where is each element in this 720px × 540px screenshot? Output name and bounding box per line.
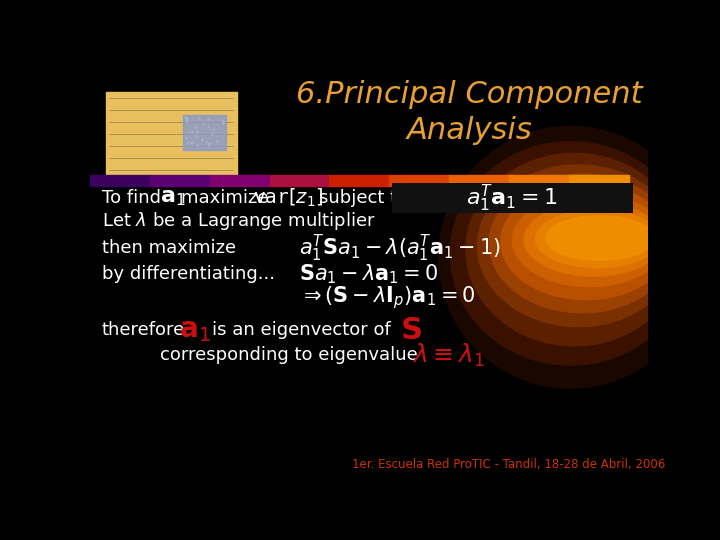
Text: therefore: therefore xyxy=(102,321,185,340)
Ellipse shape xyxy=(466,153,683,346)
Text: by differentiating...: by differentiating... xyxy=(102,265,274,284)
Bar xyxy=(90,175,150,186)
Bar xyxy=(106,92,238,177)
Text: Let $\lambda$ be a Lagrange multiplier: Let $\lambda$ be a Lagrange multiplier xyxy=(102,210,375,232)
Text: subject to: subject to xyxy=(319,189,408,207)
Bar xyxy=(183,115,225,150)
Text: $\mathbf{S}$: $\mathbf{S}$ xyxy=(400,316,422,345)
Bar xyxy=(509,175,570,186)
Ellipse shape xyxy=(513,194,667,287)
Ellipse shape xyxy=(438,126,702,388)
Text: $a_1^T\mathbf{S}a_1 - \lambda(a_1^T\mathbf{a}_1 - 1)$: $a_1^T\mathbf{S}a_1 - \lambda(a_1^T\math… xyxy=(300,232,501,264)
Text: To find: To find xyxy=(102,189,166,207)
Text: 1er. Escuela Red ProTIC - Tandil, 18-28 de Abril, 2006: 1er. Escuela Red ProTIC - Tandil, 18-28 … xyxy=(352,458,665,471)
Text: $\mathbf{a}_1$: $\mathbf{a}_1$ xyxy=(179,316,211,345)
Text: maximize: maximize xyxy=(181,189,274,207)
Text: $a_1^T\mathbf{a}_1 = 1$: $a_1^T\mathbf{a}_1 = 1$ xyxy=(467,183,558,214)
Text: $\Rightarrow (\mathbf{S} - \lambda\mathbf{I}_p)\mathbf{a}_1 = 0$: $\Rightarrow (\mathbf{S} - \lambda\mathb… xyxy=(300,284,476,310)
Bar xyxy=(390,175,450,186)
Ellipse shape xyxy=(546,215,654,260)
Text: 6.Principal Component
Analysis: 6.Principal Component Analysis xyxy=(297,80,643,145)
FancyBboxPatch shape xyxy=(392,183,632,213)
Text: corresponding to eigenvalue: corresponding to eigenvalue xyxy=(160,346,418,364)
Bar xyxy=(329,175,390,186)
Ellipse shape xyxy=(500,184,671,300)
Text: $\mathtt{var}[z_1]$: $\mathtt{var}[z_1]$ xyxy=(253,187,323,209)
Ellipse shape xyxy=(451,142,690,365)
Text: $\lambda \equiv \lambda_1$: $\lambda \equiv \lambda_1$ xyxy=(412,341,485,369)
Bar xyxy=(150,175,210,186)
Bar xyxy=(269,175,330,186)
Ellipse shape xyxy=(524,203,664,276)
Text: $\mathbf{a}_1$: $\mathbf{a}_1$ xyxy=(160,188,185,208)
Ellipse shape xyxy=(489,174,675,313)
Text: is an eigenvector of: is an eigenvector of xyxy=(212,321,391,340)
Bar xyxy=(210,175,270,186)
Bar xyxy=(449,175,510,186)
Bar xyxy=(569,175,629,186)
Text: $\mathbf{S}a_1 - \lambda\mathbf{a}_1 = 0$: $\mathbf{S}a_1 - \lambda\mathbf{a}_1 = 0… xyxy=(300,262,438,286)
Ellipse shape xyxy=(477,165,679,327)
Ellipse shape xyxy=(536,210,660,268)
Text: then maximize: then maximize xyxy=(102,239,235,257)
